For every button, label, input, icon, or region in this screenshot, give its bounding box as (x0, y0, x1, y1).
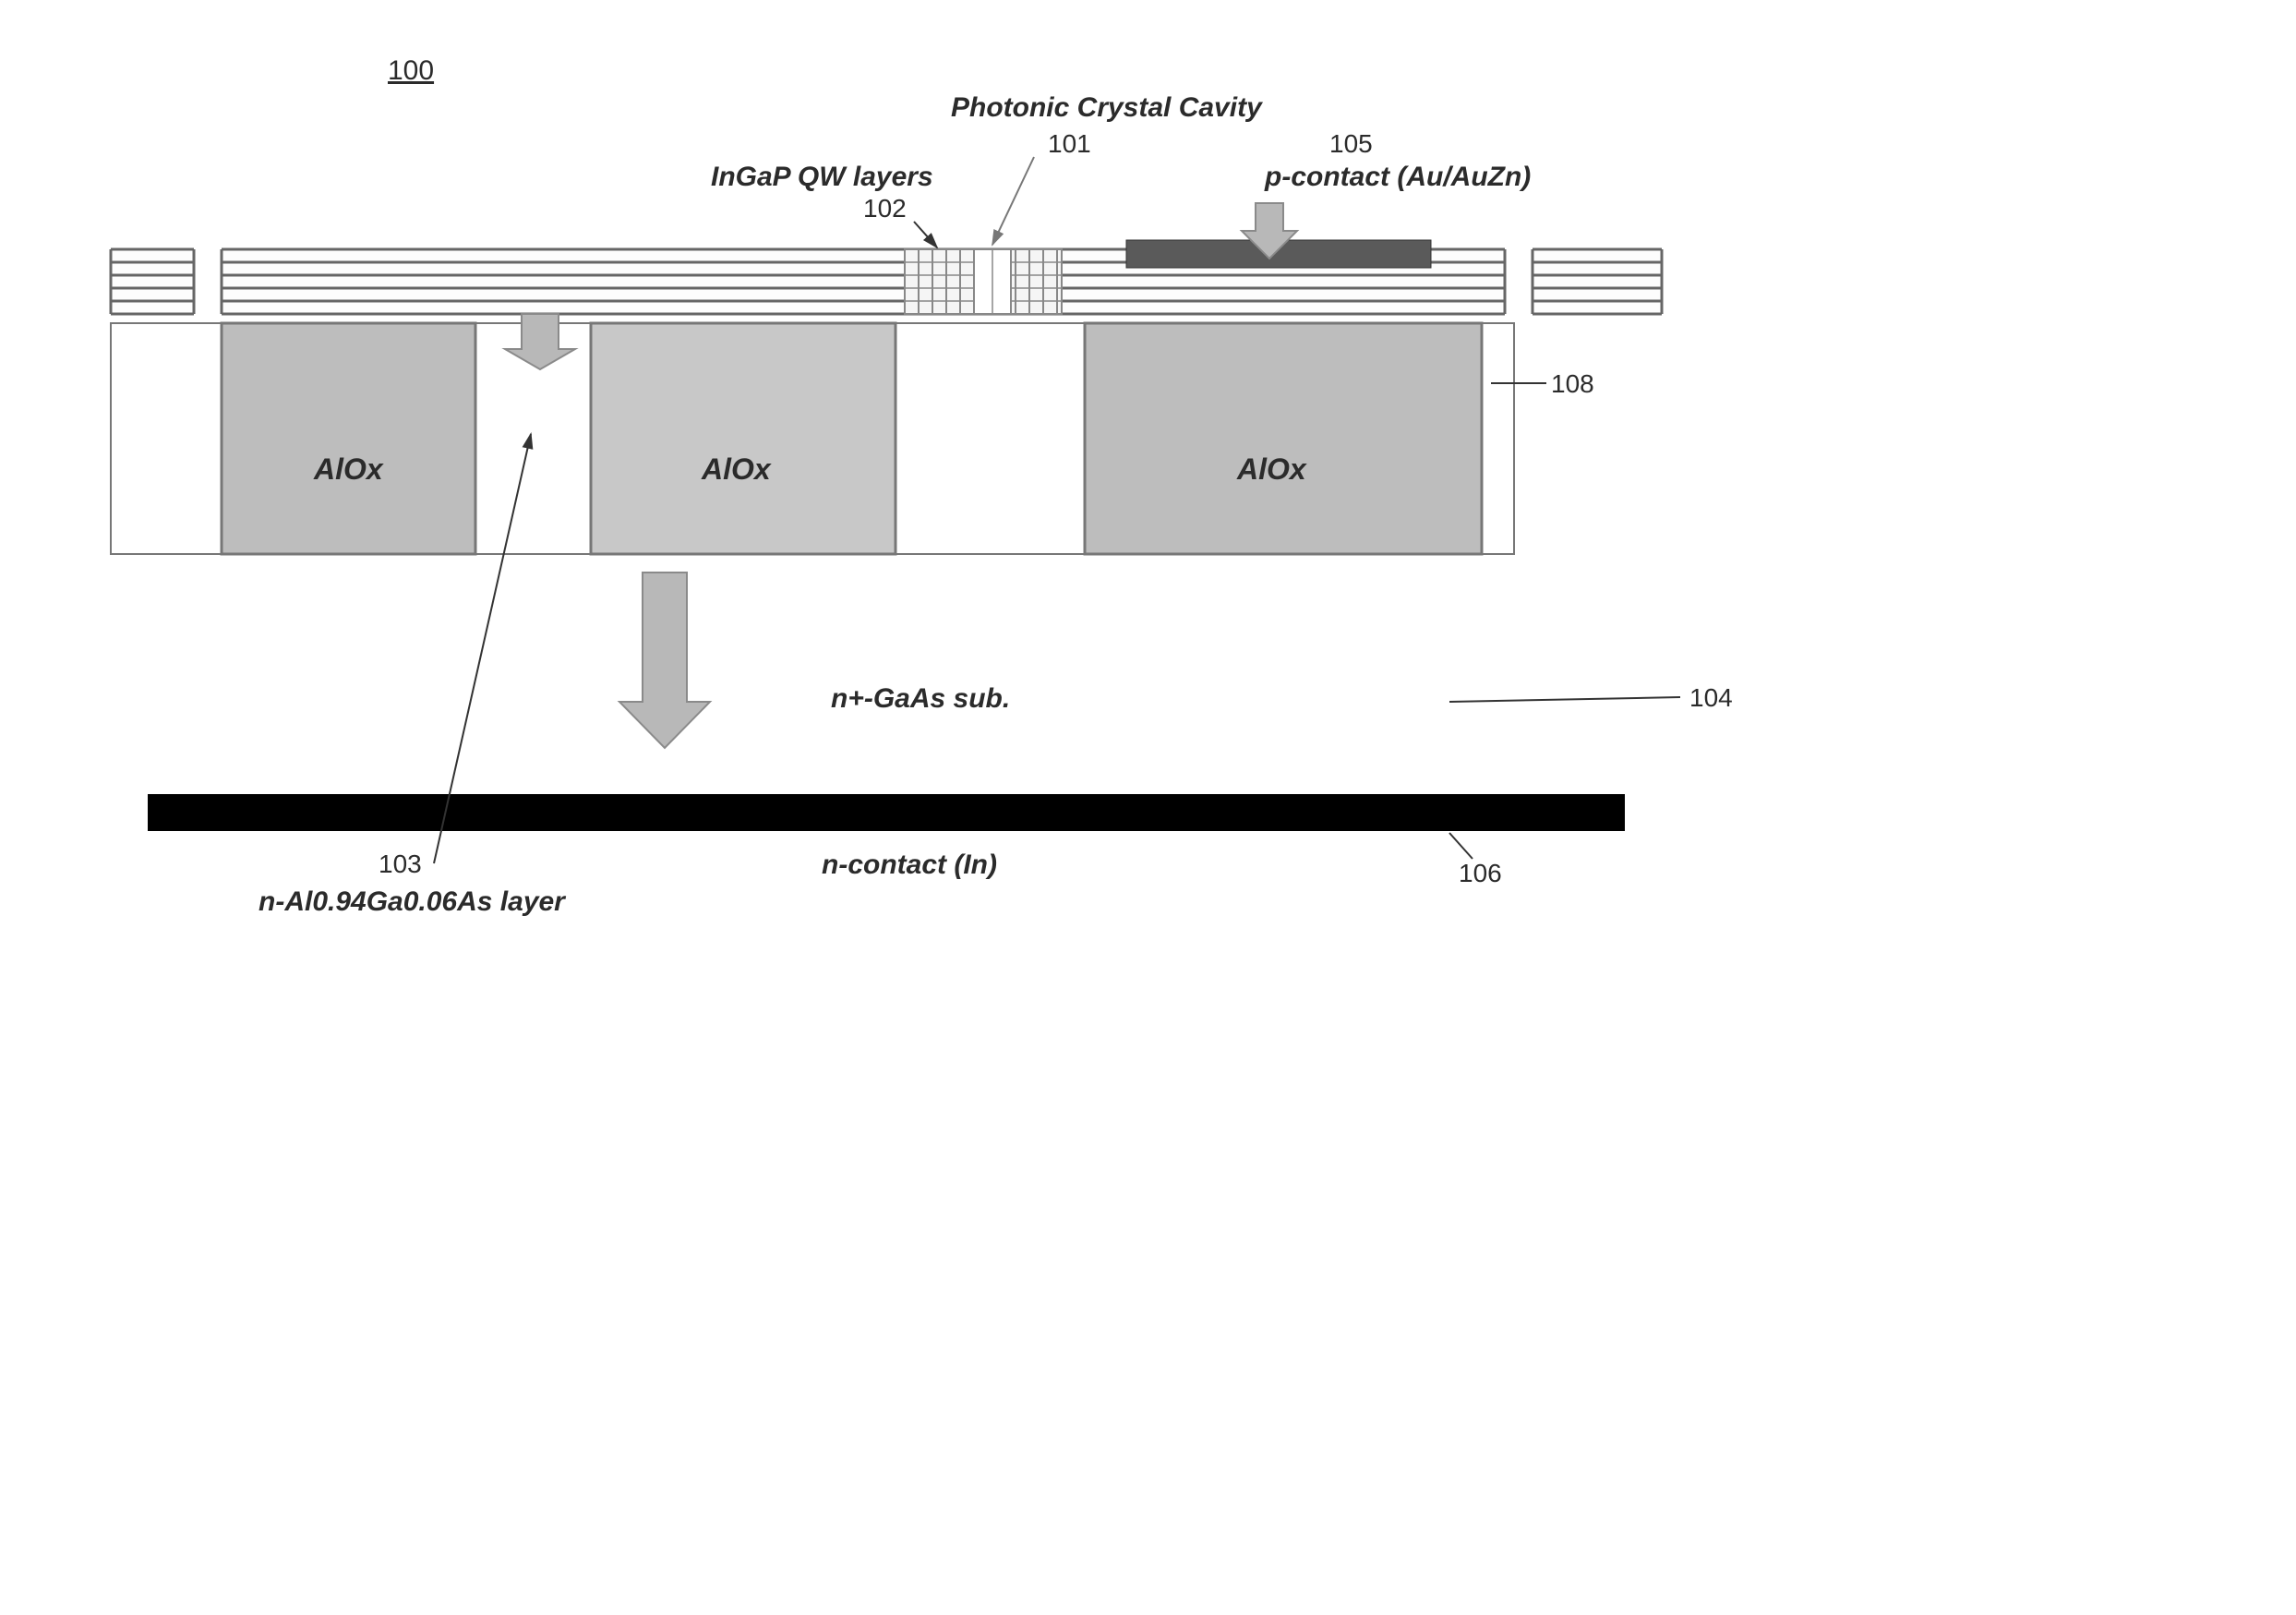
ref-algaas: 103 (379, 850, 422, 879)
label-substrate: n+-GaAs sub. (831, 683, 1010, 715)
diagram-svg (37, 37, 1883, 1145)
label-pcontact: p-contact (Au/AuZn) (1265, 162, 1531, 193)
label-algaas: n-Al0.94Ga0.06As layer (258, 886, 565, 918)
alox-text-2: AlOx (702, 452, 771, 487)
diagram-canvas: 100 Photonic Crystal Cavity 101 InGaP QW… (37, 37, 1883, 1145)
label-qw: InGaP QW layers (711, 162, 933, 193)
ref-ncontact: 106 (1459, 859, 1502, 888)
ref-alox: 108 (1551, 369, 1594, 399)
alox-text-1: AlOx (314, 452, 383, 487)
ref-qw: 102 (863, 194, 907, 223)
label-pcc: Photonic Crystal Cavity (951, 92, 1262, 124)
label-ncontact: n-contact (In) (822, 850, 997, 881)
ref-pcc: 101 (1048, 129, 1091, 159)
ref-substrate: 104 (1689, 683, 1733, 713)
figure-ref: 100 (388, 55, 434, 87)
alox-text-3: AlOx (1237, 452, 1306, 487)
ref-pcontact: 105 (1329, 129, 1373, 159)
